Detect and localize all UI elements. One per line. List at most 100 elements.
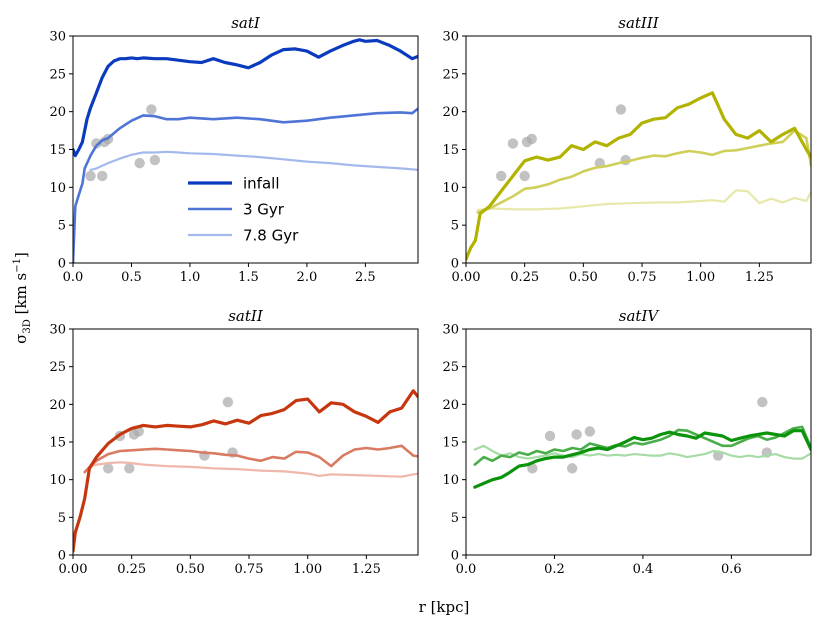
panel-satII: satII 0 5 10 15 20 25 30 0.00 0.25 0.50 0.75 1.00 1.2… [49, 307, 419, 577]
legend: infall 3 Gyr 7.8 Gyr [188, 175, 299, 245]
scatter-point [146, 104, 157, 115]
y-tick-label: 0 [451, 549, 459, 564]
scatter-point [124, 463, 135, 474]
series-line-infall [73, 389, 418, 553]
series-line-3-Gyr [473, 425, 811, 466]
scatter-point [149, 154, 161, 166]
legend-label: 7.8 Gyr [243, 227, 299, 245]
panel-title: satII [228, 307, 264, 325]
y-tick-label: 0 [451, 257, 459, 272]
y-tick-label: 10 [442, 473, 459, 488]
y-tick-label: 20 [49, 398, 66, 413]
scatter-point [544, 430, 556, 442]
y-tick-label: 15 [442, 143, 459, 158]
scatter-point [526, 133, 537, 145]
y-tick-label: 30 [49, 323, 66, 338]
y-tick-label: 15 [49, 436, 66, 451]
x-tick-label: 0.5 [121, 270, 142, 285]
panel-title: satIII [618, 14, 660, 32]
scatter-point [496, 170, 507, 182]
y-tick-label: 0 [58, 549, 66, 564]
x-tick-label: 0.0 [456, 562, 477, 577]
series-line-7.8-Gyr [476, 189, 811, 212]
scatter-point [222, 396, 234, 408]
y-tick-label: 10 [442, 181, 459, 196]
scatter-point [519, 170, 530, 182]
y-tick-label: 5 [451, 219, 459, 234]
scatter-point [134, 157, 145, 169]
panel-title: satIV [619, 307, 661, 325]
y-tick-label: 20 [49, 105, 66, 120]
scatter-points [527, 396, 772, 474]
x-tick-label: 1.00 [293, 562, 322, 577]
y-tick-label: 25 [442, 360, 459, 375]
scatter-point [566, 463, 578, 474]
x-tick-label: 0.25 [510, 270, 539, 285]
series-line-7.8-Gyr [89, 150, 418, 171]
series-line-7.8-Gyr [83, 461, 418, 478]
x-axis-label: r [kpc] [419, 598, 470, 616]
x-tick-label: 0.75 [628, 270, 657, 285]
plot-frame [465, 328, 812, 556]
panel-satIII: satIII 0 5 10 15 20 25 30 0.00 0.25 0.50 0.75 1.00 1.… [442, 14, 812, 285]
scatter-point [757, 396, 768, 408]
y-tick-label: 20 [442, 398, 459, 413]
y-tick-label: 20 [442, 105, 459, 120]
x-tick-label: 0.75 [235, 562, 264, 577]
x-tick-label: 2.5 [355, 270, 376, 285]
y-tick-label: 25 [442, 67, 459, 82]
series-line-3-Gyr [476, 129, 811, 214]
scatter-point [584, 426, 596, 437]
scatter-point [615, 104, 627, 115]
plot-frame [72, 328, 419, 556]
scatter-point [91, 138, 102, 149]
x-tick-label: 1.25 [745, 270, 774, 285]
series-line-7.8-Gyr [473, 444, 811, 460]
y-tick-label: 25 [49, 67, 66, 82]
y-tick-label: 5 [451, 511, 459, 526]
x-tick-label: 0.0 [63, 270, 84, 285]
series-line-3-Gyr [83, 444, 418, 474]
x-tick-label: 0.50 [176, 562, 205, 577]
plot-frame [465, 35, 812, 264]
scatter-point [85, 170, 96, 182]
y-tick-label: 30 [442, 30, 459, 45]
scatter-points [496, 104, 631, 182]
series-line-3-Gyr [73, 107, 418, 263]
panel-satI: satI 0 5 10 15 20 25 30 0.0 0.5 1.0 1.5 2.0 2.5 [49, 14, 419, 285]
x-tick-label: 0.2 [544, 562, 565, 577]
y-tick-label: 15 [442, 436, 459, 451]
x-tick-label: 1.25 [352, 562, 381, 577]
y-tick-label: 30 [49, 30, 66, 45]
legend-label: infall [243, 175, 279, 193]
panel-satIV: satIV 0 5 10 15 20 25 30 0.0 0.2 0.4 0.6 [442, 307, 812, 577]
scatter-point [103, 463, 114, 474]
x-tick-label: 0.4 [633, 562, 654, 577]
x-tick-label: 1.5 [238, 270, 259, 285]
y-tick-label: 0 [58, 257, 66, 272]
y-tick-label: 5 [58, 511, 66, 526]
y-tick-label: 30 [442, 323, 459, 338]
series-line-infall [73, 38, 418, 158]
x-tick-label: 1.0 [180, 270, 201, 285]
scatter-point [571, 429, 582, 440]
series-line-infall [473, 429, 811, 489]
x-tick-label: 2.0 [297, 270, 318, 285]
y-tick-label: 25 [49, 360, 66, 375]
legend-label: 3 Gyr [243, 201, 285, 219]
series-line-infall [466, 91, 811, 261]
x-tick-label: 0.25 [117, 562, 146, 577]
scatter-point [97, 170, 108, 182]
x-tick-label: 0.00 [452, 270, 481, 285]
y-tick-label: 10 [49, 473, 66, 488]
y-tick-label: 15 [49, 143, 66, 158]
y-axis-label: σ3D [km s−1] [12, 252, 33, 344]
x-tick-label: 1.00 [686, 270, 715, 285]
scatter-point [507, 138, 519, 149]
panel-title: satI [231, 14, 261, 32]
y-tick-label: 10 [49, 181, 66, 196]
y-tick-label: 5 [58, 219, 66, 234]
x-tick-label: 0.6 [721, 562, 742, 577]
scatter-point [527, 463, 538, 474]
